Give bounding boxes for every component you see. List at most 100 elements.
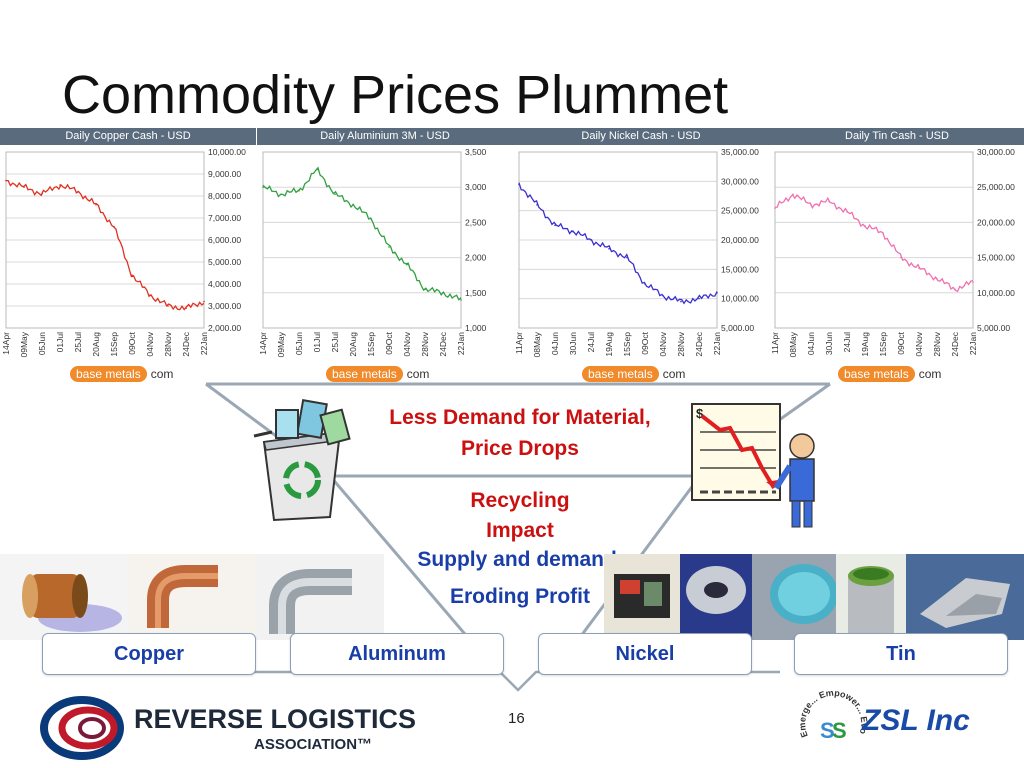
x-tick-label: 15Sep: [622, 332, 632, 357]
x-tick-label: 28Nov: [163, 331, 173, 356]
data-point: [972, 281, 974, 284]
data-point: [882, 232, 884, 234]
x-tick-label: 24Jul: [586, 332, 596, 352]
data-point: [131, 274, 133, 276]
data-point: [518, 183, 520, 186]
x-tick-label: 24Dec: [438, 331, 448, 356]
nickel-label: Nickel: [538, 633, 752, 675]
y-tick-label: 2,500: [465, 217, 487, 227]
data-point: [554, 224, 556, 227]
data-point: [334, 193, 336, 196]
basemetals-logo: base metals com: [326, 366, 429, 382]
x-tick-label: 09Oct: [127, 331, 137, 354]
copper-elbow-photo: [128, 554, 256, 640]
x-tick-label: 09May: [276, 331, 286, 357]
y-tick-label: 30,000.00: [721, 176, 759, 186]
aluminium-chart-svg: 3,500 3,000 2,500 2,000 1,500 1,000 14Apr 09May…: [258, 147, 487, 358]
y-tick-label: 8,000.00: [208, 191, 241, 201]
x-tick-label: 09May: [19, 331, 29, 357]
x-tick-label: 11Apr: [514, 332, 524, 354]
rla-sub: ASSOCIATION™: [254, 736, 373, 753]
y-tick-label: 30,000.00: [977, 147, 1015, 157]
tin-can-beans-photo: [836, 554, 906, 640]
y-tick-label: 2,000.00: [208, 323, 241, 333]
data-point: [203, 300, 205, 303]
x-tick-label: 30Jun: [824, 332, 834, 355]
x-tick-label: 25Jul: [73, 332, 83, 352]
chart-title: Daily Tin Cash - USD: [769, 128, 1024, 145]
y-tick-label: 10,000.00: [977, 288, 1015, 298]
aluminum-elbow-photo: [256, 554, 384, 640]
paint-can-photo: [752, 554, 836, 640]
y-tick-label: 10,000.00: [721, 294, 759, 304]
data-point: [460, 299, 462, 301]
x-tick-label: 22Jan: [968, 332, 978, 355]
y-tick-label: 5,000.00: [721, 323, 754, 333]
x-tick-label: 24Dec: [950, 331, 960, 356]
y-tick-label: 9,000.00: [208, 169, 241, 179]
x-tick-label: 04Nov: [402, 331, 412, 356]
series-line: [262, 166, 462, 301]
data-point: [846, 211, 848, 213]
y-tick-label: 20,000.00: [721, 235, 759, 245]
data-point: [662, 294, 664, 297]
crushed-can-photo: [906, 554, 1024, 640]
slide-title: Commodity Prices Plummet: [62, 65, 729, 125]
svg-text:S: S: [820, 718, 835, 743]
x-tick-label: 09Oct: [640, 331, 650, 354]
series-line: [774, 193, 974, 293]
data-point: [424, 288, 426, 291]
data-point: [590, 239, 592, 241]
x-tick-label: 22Jan: [456, 332, 466, 355]
data-point: [149, 294, 151, 296]
data-point: [113, 226, 115, 228]
plot-frame: [774, 151, 974, 329]
x-tick-label: 14Apr: [1, 332, 11, 355]
x-tick-label: 15Sep: [109, 332, 119, 357]
data-point: [77, 190, 79, 193]
tin-chart: Daily Tin Cash - USD 30,000.00 25,000.00 2…: [769, 128, 1024, 384]
y-tick-label: 25,000.00: [977, 182, 1015, 192]
data-point: [572, 230, 574, 232]
data-point: [626, 256, 628, 259]
x-tick-label: 11Apr: [770, 332, 780, 354]
copper-label: Copper: [42, 633, 256, 675]
y-tick-label: 3,000.00: [208, 301, 241, 311]
x-tick-label: 05Jun: [37, 332, 47, 355]
zsl-name: ZSL Inc: [862, 704, 970, 737]
x-tick-label: 04Jun: [550, 332, 560, 355]
data-point: [262, 186, 264, 188]
copper-coil-photo: [0, 554, 128, 640]
less-demand-text: Less Demand for Material, Price Drops: [389, 406, 651, 460]
x-tick-label: 09Oct: [896, 331, 906, 354]
eroding-profit-text: Eroding Profit: [450, 585, 590, 608]
y-tick-label: 6,000.00: [208, 235, 241, 245]
x-tick-label: 28Nov: [420, 331, 430, 356]
data-point: [608, 248, 610, 250]
data-point: [5, 179, 7, 182]
data-point: [406, 263, 408, 266]
chart-title: Daily Copper Cash - USD: [0, 128, 256, 145]
falling-chart-man-icon: $: [691, 403, 815, 528]
x-tick-label: 20Aug: [348, 332, 358, 357]
copper-chart-svg: 10,000.00 9,000.00 8,000.00 7,000.00 6,000.0…: [1, 147, 246, 358]
data-point: [792, 193, 794, 196]
svg-text:S: S: [832, 718, 847, 743]
y-tick-label: 15,000.00: [721, 264, 759, 274]
x-tick-label: 30Jun: [568, 332, 578, 355]
x-tick-label: 22Jan: [712, 332, 722, 355]
y-tick-label: 5,000.00: [977, 323, 1010, 333]
x-tick-label: 08May: [532, 331, 542, 357]
x-tick-label: 28Nov: [676, 331, 686, 356]
data-point: [774, 207, 776, 210]
x-tick-label: 04Jun: [806, 332, 816, 355]
nickel-chart: Daily Nickel Cash - USD 35,000.00 30,000.…: [513, 128, 769, 384]
data-point: [298, 189, 300, 192]
y-tick-label: 3,500: [465, 147, 487, 157]
data-point: [536, 204, 538, 206]
y-tick-label: 2,000: [465, 253, 487, 263]
x-tick-label: 01Jul: [55, 332, 65, 352]
data-point: [370, 218, 372, 220]
y-tick-label: 35,000.00: [721, 147, 759, 157]
data-point: [185, 307, 187, 309]
